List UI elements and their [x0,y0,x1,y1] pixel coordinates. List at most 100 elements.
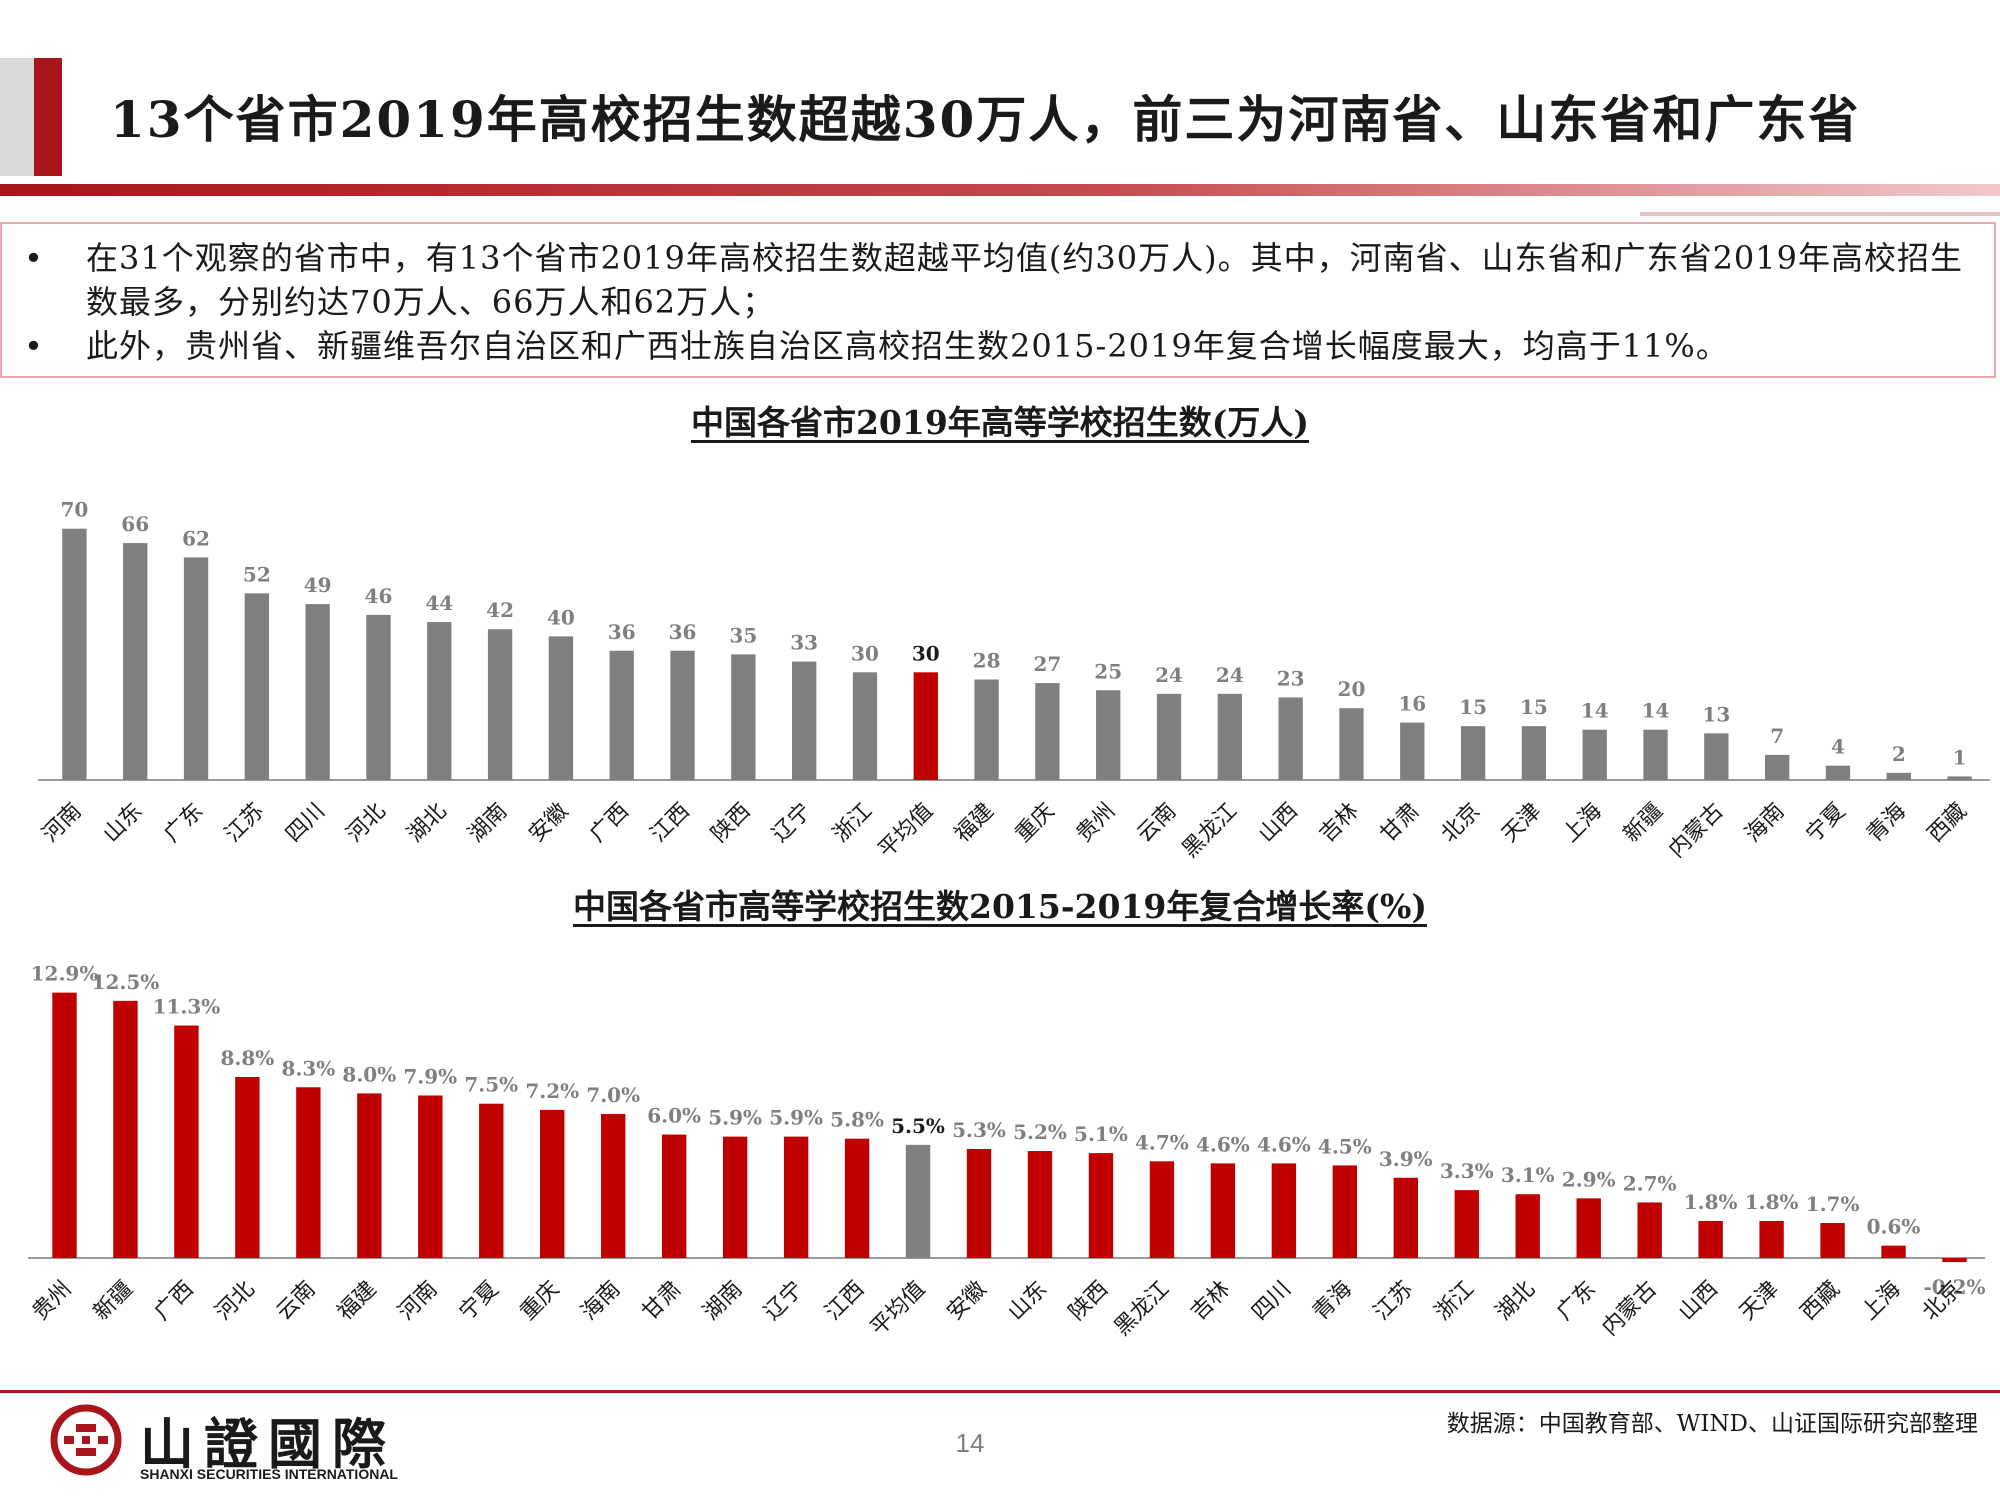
chart2-data-label: 7.2% [525,1079,579,1103]
chart2-data-label: -0.2% [1923,1275,1985,1299]
chart1-category-label: 广东 [159,799,208,848]
header-accent-gray [0,58,34,176]
chart1-bar [1400,722,1425,780]
chart2-category-label: 上海 [1857,1277,1906,1326]
chart1-data-label: 36 [608,620,636,644]
chart1-enrollment-bar-chart: 70河南66山东62广东52江苏49四川46河北44湖北42湖南40安徽36广西… [38,498,1990,863]
chart1-data-label: 42 [486,598,514,622]
header-divider-thin [1640,212,2000,216]
chart1-category-label: 甘肃 [1376,799,1425,848]
header-accent-red [34,58,62,176]
chart2-category-label: 海南 [577,1277,626,1326]
chart2-data-label: 2.7% [1623,1171,1677,1195]
chart1-category-label: 青海 [1862,799,1911,848]
chart1-category-label: 安徽 [524,799,573,848]
chart2-bar [1393,1177,1418,1258]
chart2-category-label: 山东 [1003,1277,1052,1326]
chart1-data-label: 44 [425,591,453,615]
chart1-bar [1339,708,1364,780]
chart1-bar [244,593,270,780]
chart2-data-label: 3.1% [1501,1163,1555,1187]
chart2-data-label: 12.9% [31,962,99,986]
chart1-data-label: 46 [365,584,393,608]
chart2-data-label: 4.5% [1318,1134,1372,1158]
chart2-data-label: 5.2% [1013,1120,1067,1144]
chart1-category-label: 重庆 [1011,799,1060,848]
chart2-bar [540,1109,565,1258]
chart2-category-label: 云南 [272,1277,321,1326]
chart1-data-label: 62 [182,526,210,550]
chart1-category-label: 江苏 [220,799,269,848]
chart1-bar [123,543,148,780]
chart2-bar [1515,1194,1540,1258]
chart1-category-label: 福建 [950,799,999,848]
chart1-bar [1704,733,1729,780]
chart1-category-label: 四川 [281,799,330,848]
chart2-category-label: 内蒙古 [1598,1277,1662,1341]
chart2-category-label: 河南 [394,1277,443,1326]
chart2-bar [1149,1161,1175,1258]
chart2-category-label: 江苏 [1369,1277,1418,1326]
chart2-bar [1698,1220,1723,1258]
chart1-data-label: 4 [1831,735,1845,759]
chart2-bar [357,1093,382,1258]
chart1-data-label: 16 [1398,692,1426,716]
chart1-category-label: 山西 [1254,799,1303,848]
chart1-category-label: 天津 [1497,799,1546,848]
chart1-bar [62,528,87,780]
chart1-data-label: 25 [1094,659,1122,683]
chart1-category-label: 西藏 [1923,799,1972,848]
chart1-data-label: 1 [1953,745,1967,769]
chart2-category-label: 江西 [821,1277,870,1326]
chart1-bar [366,614,391,780]
chart2-bar [1759,1220,1784,1258]
chart1-bar [1825,765,1851,780]
chart2-category-label: 黑龙江 [1110,1277,1174,1341]
chart2-category-label: 宁夏 [455,1277,504,1326]
page-number: 14 [955,1428,985,1458]
chart2-data-label: 2.9% [1562,1167,1616,1191]
chart2-category-label: 青海 [1308,1277,1357,1326]
chart2-bar [601,1114,626,1258]
chart1-bar [487,629,513,780]
chart2-bar [1881,1245,1906,1258]
chart1-bar [1096,690,1121,780]
chart2-category-label: 吉林 [1186,1277,1235,1326]
chart1-data-label: 36 [669,620,697,644]
chart1-title-text: 中国各省市2019年高等学校招生数(万人) [690,403,1310,442]
summary-box: • 在31个观察的省市中，有13个省市2019年高校招生数超越平均值(约30万人… [0,222,1996,378]
chart2-data-label: 5.1% [1074,1122,1128,1146]
chart1-data-label: 49 [304,573,332,597]
chart1-bar [548,636,574,780]
chart2-bar [905,1144,931,1258]
chart1-category-label: 河南 [38,799,87,848]
chart1-category-label: 吉林 [1315,799,1364,848]
chart1-bar [852,672,878,780]
chart2-data-label: 1.8% [1745,1190,1799,1214]
chart1-bar [913,672,938,780]
chart2-bar [966,1148,992,1258]
chart1-category-label: 贵州 [1072,799,1121,848]
chart2-bar [479,1103,504,1258]
chart1-category-label: 平均值 [874,799,938,863]
company-logo-text: 山證國際 [140,1413,396,1476]
chart1-data-label: 66 [121,512,149,536]
bullet-marker: • [24,327,43,365]
chart2-bar [1820,1223,1845,1258]
chart1-bar [609,650,634,780]
chart2-category-label: 新疆 [89,1277,138,1326]
chart1-bar [1643,729,1668,780]
chart1-data-label: 23 [1277,666,1305,690]
chart1-bar [670,650,695,780]
chart2-bar [1454,1190,1479,1258]
chart1-bar [1582,729,1607,780]
chart1-category-label: 湖北 [403,799,452,848]
chart1-category-label: 辽宁 [768,799,817,848]
chart2-bar [1942,1258,1967,1263]
chart2-bar [844,1138,870,1258]
chart2-bar [296,1087,321,1258]
chart1-bar [731,654,756,780]
chart2-category-label: 广西 [150,1277,199,1326]
chart2-data-label: 5.9% [708,1106,762,1130]
chart2-data-label: 5.9% [769,1106,823,1130]
